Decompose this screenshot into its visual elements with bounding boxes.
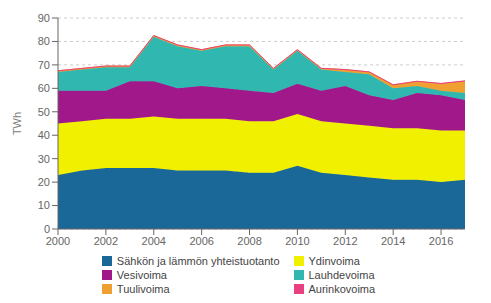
svg-text:2012: 2012	[333, 235, 357, 247]
html-text:Ydinvoima: Ydinvoima	[308, 255, 360, 267]
html-text:Tuulivoima: Tuulivoima	[116, 283, 170, 295]
svg-text:2014: 2014	[381, 235, 405, 247]
svg-text:2006: 2006	[189, 235, 213, 247]
svg-text:2016: 2016	[429, 235, 453, 247]
svg-text:0: 0	[44, 223, 50, 235]
html-text:Aurinkovoima: Aurinkovoima	[308, 283, 376, 295]
svg-text:90: 90	[38, 12, 50, 24]
html-text:Sähkön ja lämmön yhteistuotant: Sähkön ja lämmön yhteistuotanto	[116, 255, 280, 267]
svg-text:30: 30	[38, 153, 50, 165]
svg-text:80: 80	[38, 35, 50, 47]
svg-text:2000: 2000	[46, 235, 70, 247]
svg-text:2008: 2008	[237, 235, 261, 247]
svg-text:40: 40	[38, 129, 50, 141]
svg-text:10: 10	[38, 199, 50, 211]
html-text:Lauhdevoima: Lauhdevoima	[308, 269, 375, 281]
svg-text:2002: 2002	[94, 235, 118, 247]
svg-text:2004: 2004	[142, 235, 166, 247]
svg-text:70: 70	[38, 59, 50, 71]
svg-text:TWh: TWh	[11, 112, 23, 135]
svg-text:20: 20	[38, 176, 50, 188]
svg-text:2010: 2010	[285, 235, 309, 247]
svg-text:50: 50	[38, 106, 50, 118]
html-text:Vesivoima: Vesivoima	[116, 269, 167, 281]
svg-text:60: 60	[38, 82, 50, 94]
